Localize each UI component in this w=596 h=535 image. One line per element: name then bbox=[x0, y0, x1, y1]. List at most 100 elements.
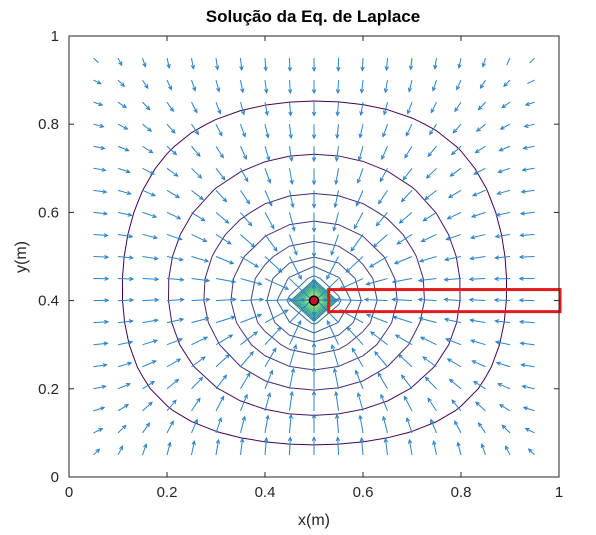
quiver-arrow bbox=[264, 102, 269, 117]
arrow-shaft bbox=[499, 145, 511, 152]
quiver-arrow bbox=[191, 189, 204, 201]
arrow-shaft bbox=[366, 314, 388, 324]
quiver-arrow bbox=[117, 445, 124, 456]
arrow-shaft bbox=[215, 79, 220, 92]
arrow-head bbox=[430, 108, 435, 114]
arrow-head bbox=[293, 250, 298, 256]
arrow-shaft bbox=[448, 189, 462, 198]
arrow-shaft bbox=[166, 379, 179, 390]
quiver-arrow bbox=[407, 438, 413, 456]
arrow-shaft bbox=[392, 278, 413, 283]
arrow-shaft bbox=[339, 278, 364, 290]
quiver-arrow bbox=[477, 422, 486, 434]
quiver-arrow bbox=[494, 340, 511, 346]
quiver-arrow bbox=[166, 420, 174, 434]
quiver-arrow bbox=[523, 123, 535, 128]
quiver-arrow bbox=[93, 211, 109, 216]
arrow-head bbox=[289, 390, 294, 396]
quiver-arrow bbox=[375, 212, 388, 227]
arrow-head bbox=[200, 217, 206, 222]
arrow-head bbox=[521, 384, 527, 389]
arrow-head bbox=[124, 404, 130, 409]
arrow-shaft bbox=[289, 212, 295, 231]
arrow-head bbox=[172, 150, 178, 156]
arrow-head bbox=[334, 297, 340, 302]
arrow-shaft bbox=[359, 124, 364, 138]
arrow-shaft bbox=[381, 146, 388, 160]
arrow-head bbox=[265, 414, 270, 420]
arrow-shaft bbox=[191, 123, 199, 135]
arrow-head bbox=[101, 167, 107, 172]
arrow-head bbox=[205, 297, 211, 302]
quiver-arrow bbox=[522, 145, 535, 150]
arrow-head bbox=[194, 130, 200, 136]
arrow-shaft bbox=[240, 102, 245, 115]
quiver-arrow bbox=[431, 79, 437, 92]
arrow-head bbox=[172, 399, 177, 405]
arrow-head bbox=[330, 343, 336, 349]
arrow-head bbox=[311, 89, 317, 95]
y-tick-label: 0.2 bbox=[38, 381, 59, 398]
arrow-shaft bbox=[480, 79, 486, 89]
quiver-arrow bbox=[240, 212, 253, 227]
arrow-shaft bbox=[264, 299, 293, 302]
arrow-head bbox=[521, 167, 527, 172]
arrow-head bbox=[253, 331, 259, 336]
arrow-shaft bbox=[289, 190, 294, 208]
arrow-head bbox=[494, 233, 500, 239]
arrow-shaft bbox=[289, 168, 293, 184]
arrow-shaft bbox=[392, 298, 413, 302]
quiver-arrow bbox=[264, 369, 274, 389]
arrow-shaft bbox=[386, 58, 388, 71]
arrow-shaft bbox=[430, 419, 437, 434]
x-axis-ticks: 0 0.2 0.4 0.6 0.8 1 bbox=[65, 36, 563, 501]
quiver-arrow bbox=[398, 212, 413, 224]
quiver-arrow bbox=[527, 448, 535, 456]
quiver-arrow bbox=[215, 334, 234, 346]
quiver-arrow bbox=[215, 315, 236, 324]
quiver-arrow bbox=[418, 316, 437, 324]
quiver-arrow bbox=[289, 343, 298, 367]
quiver-arrow bbox=[495, 211, 511, 217]
arrow-head bbox=[311, 252, 317, 258]
quiver-arrow bbox=[215, 374, 228, 390]
arrow-shaft bbox=[470, 256, 486, 260]
quiver-arrow bbox=[469, 233, 486, 240]
arrow-shaft bbox=[384, 80, 388, 93]
quiver-arrow bbox=[470, 211, 486, 218]
arrow-shaft bbox=[364, 298, 388, 302]
arrow-shaft bbox=[495, 341, 511, 346]
quiver-arrow bbox=[191, 167, 203, 179]
arrow-head bbox=[128, 255, 134, 260]
quiver-arrow bbox=[443, 317, 462, 324]
arrow-shaft bbox=[289, 80, 291, 94]
quiver-arrow bbox=[448, 378, 462, 390]
arrow-shaft bbox=[93, 256, 109, 258]
quiver-arrow bbox=[117, 340, 134, 346]
arrow-head bbox=[524, 427, 530, 432]
arrow-head bbox=[335, 134, 340, 140]
arrow-head bbox=[448, 378, 454, 384]
quiver-arrow bbox=[377, 190, 388, 205]
arrow-head bbox=[277, 268, 283, 273]
arrow-head bbox=[266, 392, 272, 398]
quiver-arrow bbox=[456, 79, 462, 91]
arrow-shaft bbox=[478, 422, 486, 434]
quiver-arrow bbox=[191, 297, 211, 302]
arrow-shaft bbox=[361, 80, 364, 93]
arrow-shaft bbox=[500, 123, 511, 130]
arrow-shaft bbox=[475, 401, 486, 412]
quiver-arrow bbox=[393, 256, 413, 265]
arrow-head bbox=[404, 153, 409, 159]
arrow-shaft bbox=[191, 278, 210, 282]
arrow-head bbox=[377, 199, 383, 205]
quiver-arrow bbox=[499, 123, 511, 130]
arrow-shaft bbox=[191, 57, 194, 69]
x-axis-label: x(m) bbox=[298, 512, 330, 529]
arrow-shaft bbox=[497, 189, 511, 195]
quiver-arrow bbox=[264, 234, 278, 252]
arrow-shaft bbox=[399, 212, 413, 224]
arrow-head bbox=[100, 406, 106, 411]
arrow-head bbox=[396, 240, 402, 245]
arrow-head bbox=[169, 420, 174, 426]
